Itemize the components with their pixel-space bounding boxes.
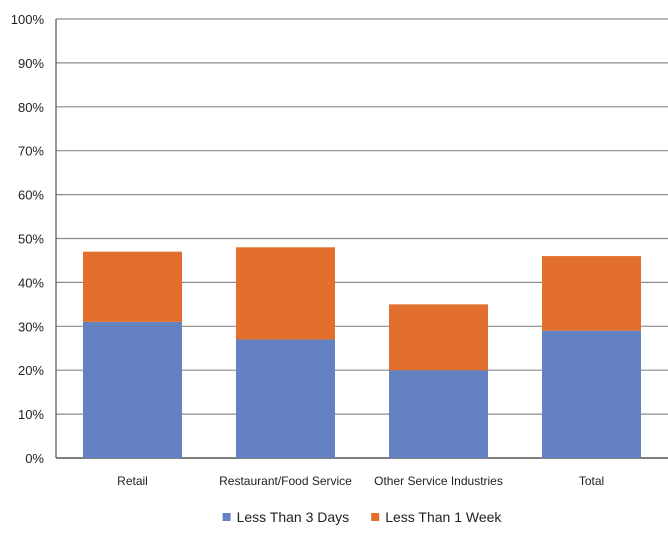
legend-item: Less Than 3 Days	[222, 509, 350, 525]
y-tick-label: 80%	[18, 100, 44, 115]
y-tick-label: 70%	[18, 144, 44, 159]
y-tick-label: 40%	[18, 275, 44, 290]
legend-label: Less Than 1 Week	[385, 509, 502, 525]
y-tick-label: 100%	[11, 12, 45, 27]
bar-segment	[389, 370, 488, 458]
bar-segment	[236, 247, 335, 340]
bar-segment	[542, 330, 641, 458]
bar-segment	[83, 251, 182, 322]
bars	[83, 247, 641, 458]
bar-segment	[83, 321, 182, 458]
legend-label: Less Than 3 Days	[237, 509, 350, 525]
y-tick-label: 20%	[18, 363, 44, 378]
x-axis-tick-labels: Retail Restaurant/Food Service Other Servi…	[117, 474, 604, 488]
bar-segment	[236, 339, 335, 458]
bar-segment	[542, 256, 641, 331]
y-axis-tick-labels: 0% 10% 20% 30% 40% 50% 60% 70% 80% 90% 100%	[11, 12, 45, 466]
y-tick-label: 10%	[18, 407, 44, 422]
x-tick-label: Retail	[117, 474, 148, 488]
legend: Less Than 3 Days Less Than 1 Week	[222, 509, 502, 525]
x-tick-label: Restaurant/Food Service	[219, 474, 352, 488]
x-tick-label: Total	[579, 474, 604, 488]
y-tick-label: 60%	[18, 188, 44, 203]
legend-item: Less Than 1 Week	[371, 509, 502, 525]
x-tick-label: Other Service Industries	[374, 474, 503, 488]
legend-swatch	[371, 513, 380, 521]
y-tick-label: 0%	[25, 451, 44, 466]
legend-swatch	[222, 513, 231, 521]
bar-segment	[389, 304, 488, 371]
y-tick-label: 90%	[18, 56, 44, 71]
y-tick-label: 30%	[18, 319, 44, 334]
y-tick-label: 50%	[18, 232, 44, 247]
